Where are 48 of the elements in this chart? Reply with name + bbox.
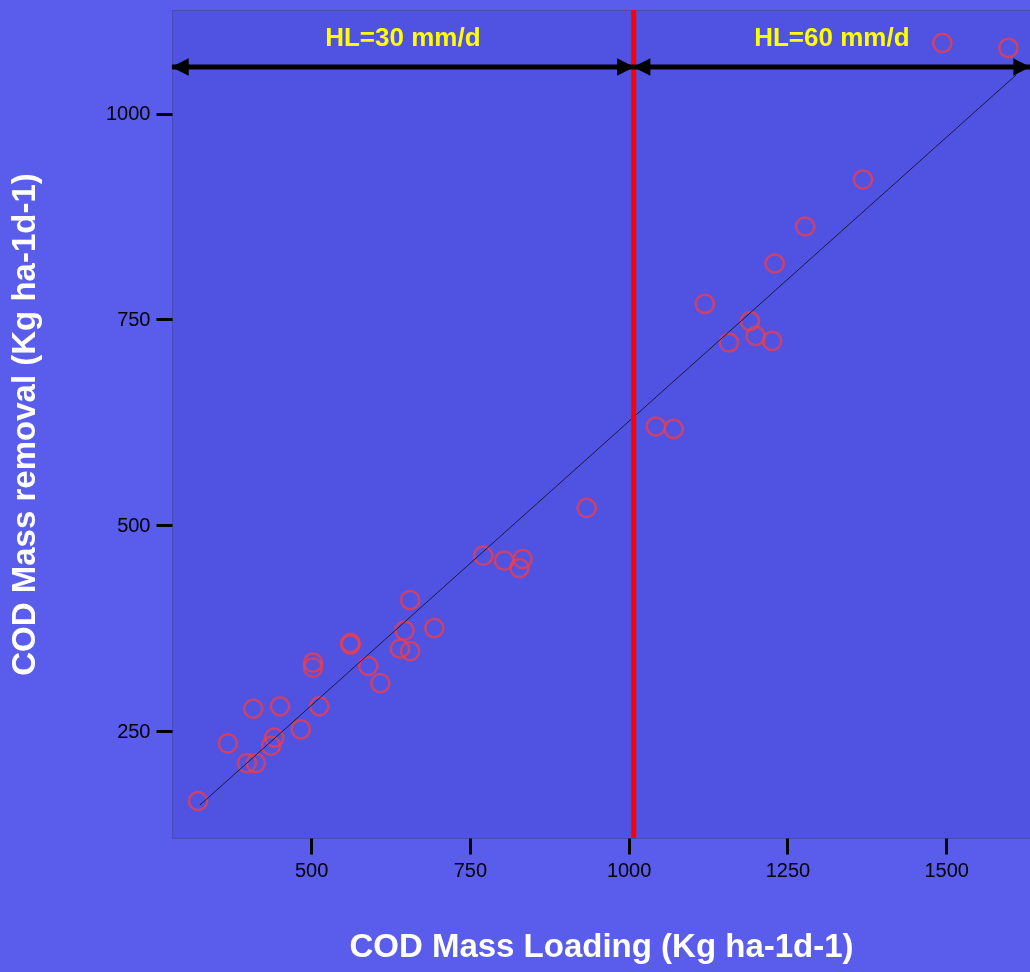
point bbox=[998, 37, 1019, 59]
x-axis-title: COD Mass Loading (Kg ha-1d-1) bbox=[349, 926, 854, 964]
point bbox=[302, 652, 324, 673]
x-tick-label: 1000 bbox=[606, 858, 652, 881]
point bbox=[217, 733, 239, 754]
point bbox=[245, 752, 267, 774]
point bbox=[694, 293, 716, 315]
y-tick-label: 250 bbox=[117, 719, 151, 742]
point bbox=[761, 330, 783, 352]
point bbox=[852, 169, 874, 190]
y-tick-label: 1000 bbox=[106, 102, 151, 125]
x-tick-label: 500 bbox=[294, 858, 329, 881]
y-axis-title: COD Mass removal (Kg ha-1d-1) bbox=[5, 173, 43, 676]
point bbox=[242, 698, 264, 720]
point bbox=[423, 617, 445, 639]
point bbox=[764, 253, 786, 274]
point bbox=[718, 332, 740, 353]
point bbox=[399, 640, 421, 662]
point bbox=[576, 497, 598, 519]
point bbox=[302, 657, 324, 678]
point bbox=[290, 719, 312, 740]
point bbox=[309, 696, 330, 717]
point bbox=[493, 550, 515, 571]
y-tick-label: 500 bbox=[117, 513, 151, 536]
point bbox=[389, 638, 411, 660]
point bbox=[645, 416, 667, 437]
point bbox=[794, 216, 816, 237]
y-tick-label: 750 bbox=[117, 307, 151, 330]
x-tick-label: 1250 bbox=[765, 858, 811, 881]
annotation: HL=30 mm/d bbox=[325, 22, 481, 52]
point bbox=[663, 418, 685, 440]
point bbox=[472, 545, 494, 566]
point bbox=[739, 310, 761, 332]
point bbox=[269, 696, 291, 717]
point bbox=[512, 548, 533, 570]
point bbox=[399, 589, 421, 611]
annotation: HL=60 mm/d bbox=[754, 22, 910, 52]
x-tick-label: 1500 bbox=[924, 858, 969, 881]
point bbox=[932, 32, 953, 54]
point bbox=[263, 727, 285, 748]
point bbox=[369, 672, 391, 694]
point bbox=[745, 325, 766, 347]
point bbox=[187, 790, 209, 812]
point bbox=[260, 735, 282, 757]
x-tick-label: 750 bbox=[453, 858, 488, 881]
point bbox=[394, 620, 415, 641]
point bbox=[236, 752, 258, 774]
point bbox=[509, 557, 530, 579]
